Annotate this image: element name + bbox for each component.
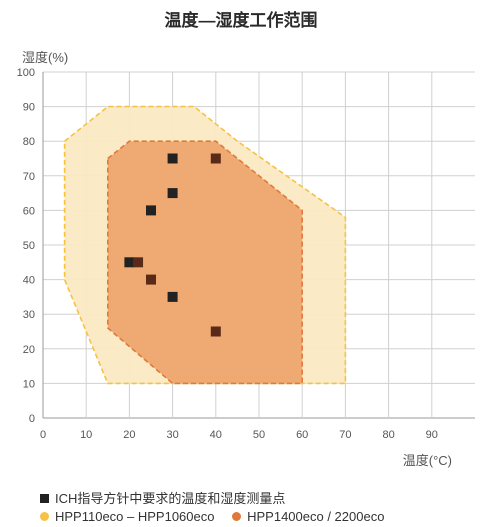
y-tick-label: 80 [23, 136, 35, 148]
y-tick-label: 10 [23, 378, 35, 390]
chart-title: 温度—湿度工作范围 [164, 11, 318, 30]
ich-measure-point [167, 153, 178, 164]
x-tick-label: 50 [253, 429, 265, 441]
x-tick-label: 30 [166, 429, 178, 441]
legend-row-points: ICH指导方针中要求的温度和湿度测量点 [40, 488, 285, 507]
y-tick-label: 50 [23, 240, 35, 252]
x-tick-label: 70 [339, 429, 351, 441]
x-tick-label: 0 [40, 429, 46, 441]
y-tick-label: 60 [23, 205, 35, 217]
legend-dot-range-2 [232, 512, 242, 521]
legend-label-range-1: HPP110eco – HPP1060eco [55, 509, 215, 524]
x-tick-label: 60 [296, 429, 308, 441]
x-tick-label: 80 [382, 429, 394, 441]
x-tick-label: 10 [80, 429, 92, 441]
legend-label-range-2: HPP1400eco / 2200eco [247, 509, 385, 524]
y-axis-label: 湿度(%) [22, 50, 69, 65]
plot-area: 0 10 20 30 40 50 60 70 80 90 100 0 10 20 30 40 50 60 70 80 9… [17, 67, 475, 441]
y-tick-label: 0 [29, 413, 35, 425]
x-axis-label: 温度(°C) [402, 453, 452, 468]
ich-measure-point [210, 326, 221, 337]
ich-measure-point [167, 291, 178, 302]
ich-measure-point [210, 153, 221, 164]
y-tick-label: 70 [23, 171, 35, 183]
y-tick-label: 100 [17, 67, 35, 79]
ich-measure-point [133, 257, 144, 268]
legend-item-range-1: HPP110eco – HPP1060eco [40, 509, 214, 524]
legend-dot-range-1 [40, 512, 49, 521]
legend-row-ranges: HPP110eco – HPP1060eco HPP1400eco / 2200… [40, 509, 398, 524]
y-tick-label: 20 [23, 344, 35, 356]
x-tick-label: 90 [426, 429, 438, 441]
y-tick-label: 40 [23, 275, 35, 287]
ich-measure-point [146, 274, 156, 285]
legend-square-marker [40, 494, 49, 503]
x-tick-label: 40 [210, 429, 222, 441]
ich-measure-point [124, 257, 135, 268]
legend-label-points: ICH指导方针中要求的温度和湿度测量点 [55, 491, 286, 506]
y-tick-label: 30 [23, 309, 35, 321]
y-tick-label: 90 [23, 102, 35, 114]
legend-item-range-2: HPP1400eco / 2200eco [232, 509, 384, 524]
ich-measure-point [167, 188, 178, 199]
range-region-2 [107, 140, 304, 385]
ich-measure-point [146, 205, 156, 216]
x-tick-label: 20 [123, 429, 135, 441]
